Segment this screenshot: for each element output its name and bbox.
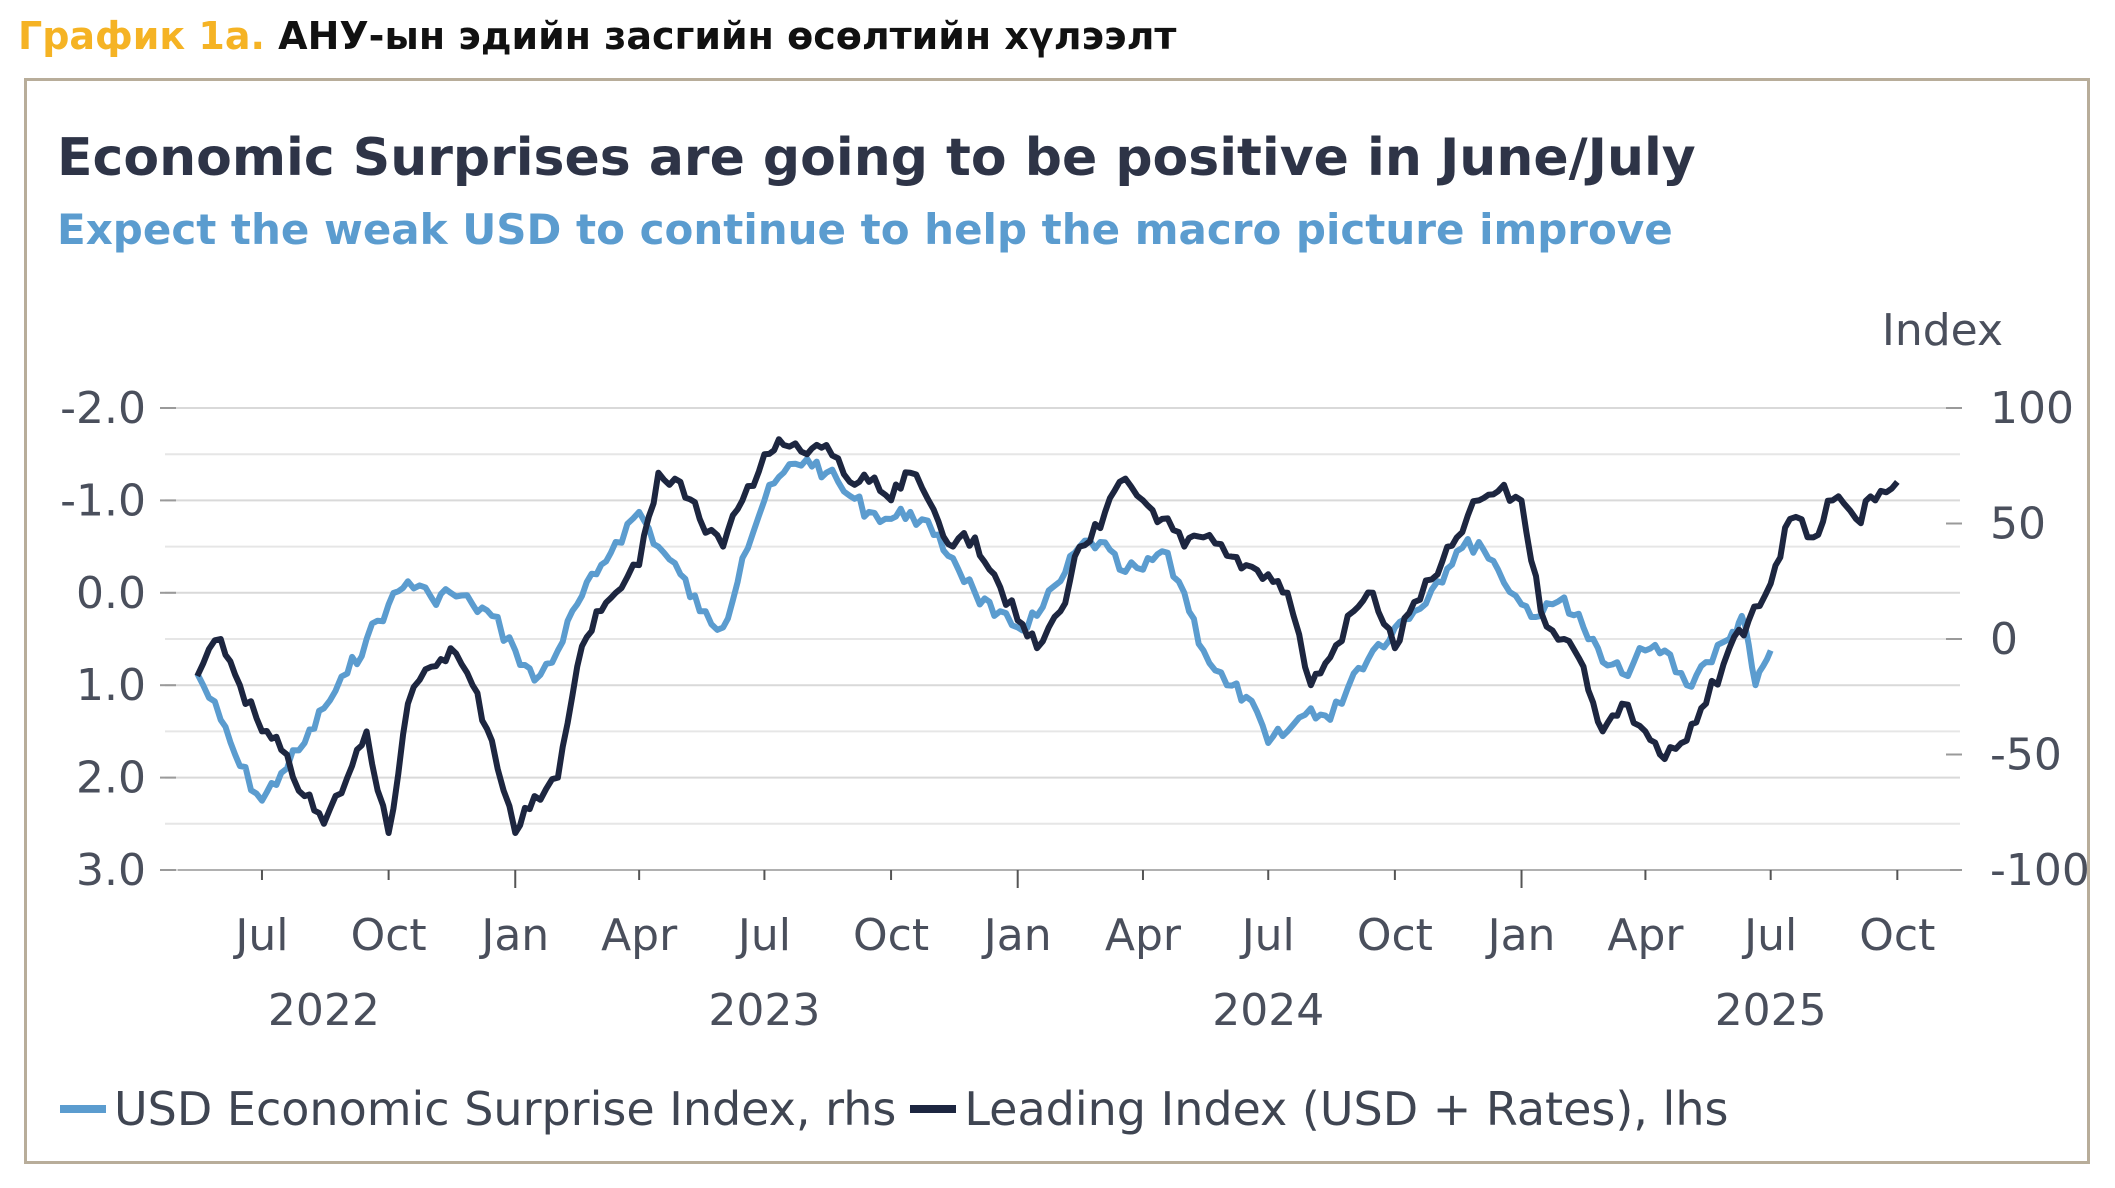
legend-swatch-leading	[910, 1105, 957, 1113]
left-tick-label: 1.0	[76, 660, 146, 711]
left-tick-label: 0.0	[76, 568, 146, 619]
x-tick-label: Oct	[853, 910, 929, 961]
x-tick-label: Apr	[601, 910, 678, 961]
x-tick-label: Apr	[1607, 910, 1684, 961]
right-tick-label: 100	[1990, 383, 2074, 434]
figure-title: АНУ-ын эдийн засгийн өсөлтийн хүлээлт	[278, 14, 1177, 58]
legend-item-leading: Leading Index (USD + Rates), lhs	[910, 1082, 1728, 1136]
x-tick-label: Oct	[351, 910, 427, 961]
x-tick-label: Jul	[735, 910, 791, 961]
series-line-leading	[194, 436, 1900, 836]
right-tick-label: 50	[1990, 499, 2046, 550]
x-tick-label: Oct	[1357, 910, 1433, 961]
x-tick-label: Jan	[1485, 910, 1556, 961]
left-tick-label: 2.0	[76, 753, 146, 804]
x-year-label: 2025	[1715, 985, 1827, 1036]
x-tick-label: Jul	[1239, 910, 1295, 961]
chart-title: Economic Surprises are going to be posit…	[57, 128, 1696, 188]
figure-label: График 1а.	[18, 14, 265, 58]
legend-swatch-surprise	[60, 1105, 106, 1113]
series-line-surprise	[194, 455, 1774, 804]
right-tick-label: 0	[1990, 614, 2018, 665]
x-tick-label: Jan	[981, 910, 1052, 961]
x-tick-label: Apr	[1105, 910, 1182, 961]
x-year-label: 2024	[1212, 985, 1324, 1036]
x-tick-label: Jan	[478, 910, 549, 961]
gridlines	[165, 407, 1960, 871]
left-tick-label: -1.0	[60, 475, 146, 526]
x-year-label: 2022	[268, 985, 380, 1036]
legend: USD Economic Surprise Index, rhs Leading…	[60, 1082, 1742, 1136]
figure-header: График 1а. АНУ-ын эдийн засгийн өсөлтийн…	[18, 14, 1176, 58]
series-lines	[194, 436, 1900, 836]
x-tick-label: Jul	[232, 910, 288, 961]
left-tick-label: -2.0	[60, 383, 146, 434]
x-year-label: 2023	[708, 985, 820, 1036]
chart-subtitle: Expect the weak USD to continue to help …	[57, 205, 1673, 254]
x-tick-label: Oct	[1859, 910, 1935, 961]
x-tick-label: Jul	[1741, 910, 1797, 961]
legend-label-surprise: USD Economic Surprise Index, rhs	[114, 1082, 897, 1136]
left-tick-label: 3.0	[76, 845, 146, 896]
right-axis-title: Index	[1882, 305, 2003, 356]
axes: -2.0 -1.0 0.0 1.0 2.0 3.0 100 50 0 -50 -100 Jul Oct J…	[60, 383, 2090, 1036]
legend-item-surprise: USD Economic Surprise Index, rhs	[60, 1082, 896, 1136]
legend-label-leading: Leading Index (USD + Rates), lhs	[964, 1082, 1729, 1136]
right-tick-label: -100	[1990, 845, 2090, 896]
right-tick-label: -50	[1990, 730, 2062, 781]
